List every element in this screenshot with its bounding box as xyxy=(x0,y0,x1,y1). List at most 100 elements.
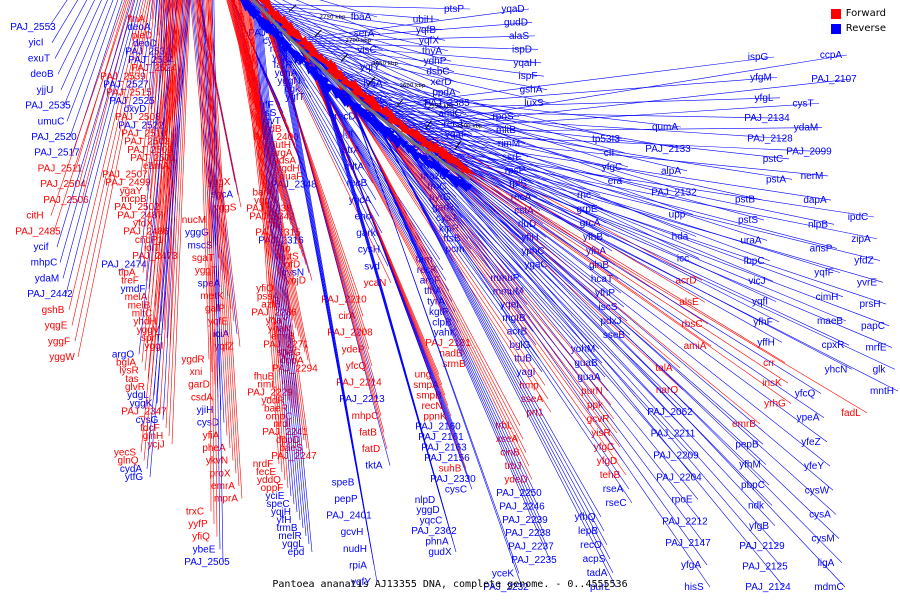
gene-label: yqaH xyxy=(513,58,536,69)
gene-connector-line xyxy=(298,42,440,375)
gene-label: ftnA xyxy=(127,14,145,25)
gene-label: yfgC xyxy=(594,442,615,453)
gene-label: ubiH xyxy=(413,14,434,25)
gene-connector-line xyxy=(439,156,893,348)
gene-label: ppa xyxy=(267,220,284,231)
gene-connector-line xyxy=(353,91,688,172)
gene-label: nucM xyxy=(182,215,206,226)
gene-label: argO xyxy=(112,349,134,360)
gene-connector-line xyxy=(204,0,228,436)
gene-connector-line xyxy=(262,5,373,367)
gene-connector-line xyxy=(302,45,548,90)
gene-label: PAJ_2517 xyxy=(34,148,80,159)
gene-connector-line xyxy=(247,0,308,449)
gene-label: tdcF xyxy=(140,423,159,434)
gene-label: ydeP xyxy=(342,344,365,355)
gene-label: hisS xyxy=(684,582,704,593)
gene-label: ydaM xyxy=(35,273,59,284)
gene-connector-line xyxy=(376,110,784,119)
gene-connector-line xyxy=(259,2,367,333)
gene-label: fatD xyxy=(362,444,380,455)
gene-label: mcpB xyxy=(121,194,147,205)
gene-label: upp xyxy=(669,210,686,221)
gene-connector-line xyxy=(355,93,621,448)
gene-label: nudH xyxy=(343,544,367,555)
gene-connector-line xyxy=(50,0,126,216)
gene-label: speC xyxy=(266,499,289,510)
gene-connector-line xyxy=(63,0,108,106)
gene-label: xni xyxy=(190,367,203,378)
gene-connector-line xyxy=(205,0,231,449)
gene-connector-line xyxy=(408,134,829,177)
gene-connector-line xyxy=(319,0,378,18)
gene-label: bglA xyxy=(116,358,136,369)
scale-tick xyxy=(314,29,322,38)
gene-label: ansP xyxy=(810,243,833,254)
gene-connector-line xyxy=(295,8,530,40)
gene-label: nrdF xyxy=(253,459,274,470)
reverse-gene-arrow xyxy=(458,180,473,191)
gene-connector-line xyxy=(233,0,311,185)
gene-label: umuC xyxy=(38,116,65,127)
reverse-gene-arrow xyxy=(281,43,292,54)
gene-label: kgtP xyxy=(429,307,449,318)
gene-connector-line xyxy=(140,0,162,175)
gene-label: pgk xyxy=(284,84,301,95)
gene-label: recN xyxy=(421,401,442,412)
gene-label: mltC xyxy=(132,308,153,319)
gene-label: cysW xyxy=(805,485,830,496)
gene-label: dppD xyxy=(276,435,300,446)
gene-connector-line xyxy=(301,44,545,77)
gene-label: yggW xyxy=(49,352,75,363)
gene-label: yfgB xyxy=(749,521,769,532)
gene-label: gudD xyxy=(504,17,528,28)
gene-label: ycif xyxy=(34,242,49,253)
gene-connector-line xyxy=(213,0,224,563)
gene-connector-line xyxy=(71,0,147,326)
scale-tick xyxy=(454,140,462,150)
gene-connector-line xyxy=(379,113,699,500)
gene-label: visC xyxy=(357,45,376,56)
gene-connector-line xyxy=(143,0,164,183)
gene-label: yfhP xyxy=(595,288,615,299)
gene-label: PAJ_2532 xyxy=(125,47,171,58)
gene-connector-line xyxy=(280,24,378,583)
gene-label: rbsC xyxy=(681,319,702,330)
gene-label: ykvN xyxy=(206,456,228,467)
gene-label: recJ xyxy=(444,119,463,130)
gene-label: ptrA xyxy=(342,145,361,156)
gene-connector-line xyxy=(59,0,136,263)
gene-connector-line xyxy=(442,158,846,588)
gene-connector-line xyxy=(140,0,187,453)
gene-label: yqfY xyxy=(351,577,371,588)
gene-label: narQ xyxy=(656,385,678,396)
gene-connector-line xyxy=(389,120,771,262)
scale-tick-label: 2500 kbp xyxy=(457,123,483,129)
gene-label: tas xyxy=(125,374,138,385)
gene-label: suhB xyxy=(439,463,462,474)
gene-connector-line xyxy=(353,92,618,434)
gene-label: insK xyxy=(762,378,782,389)
gene-connector-line xyxy=(394,124,780,323)
gene-label: ypeA xyxy=(797,413,820,424)
gene-connector-line xyxy=(401,129,792,404)
gene-label: ygaY xyxy=(266,315,289,326)
gene-label: gshB xyxy=(42,305,65,316)
gene-connector-line xyxy=(263,6,443,31)
reverse-gene-arrow xyxy=(335,89,346,99)
gene-label: PAJ_2107 xyxy=(811,74,857,85)
gene-label: PAJ_2503 xyxy=(124,137,170,148)
gene-label: PAJ_2486 xyxy=(123,227,169,238)
gene-connector-line xyxy=(298,42,539,50)
gene-label: yfeY xyxy=(804,461,824,472)
gene-connector-line xyxy=(437,155,890,327)
gene-label: papC xyxy=(861,321,885,332)
gene-label: PAJ_2211 xyxy=(651,429,696,440)
scale-tick-label: 2750 kbp xyxy=(320,14,346,20)
gene-connector-line xyxy=(253,0,295,505)
gene-label: yqfE xyxy=(208,316,228,327)
gene-label: yecS xyxy=(114,447,137,458)
gene-label: melB xyxy=(128,300,151,311)
gene-label: yfdX xyxy=(133,218,153,229)
reverse-gene-arrow xyxy=(295,56,305,66)
